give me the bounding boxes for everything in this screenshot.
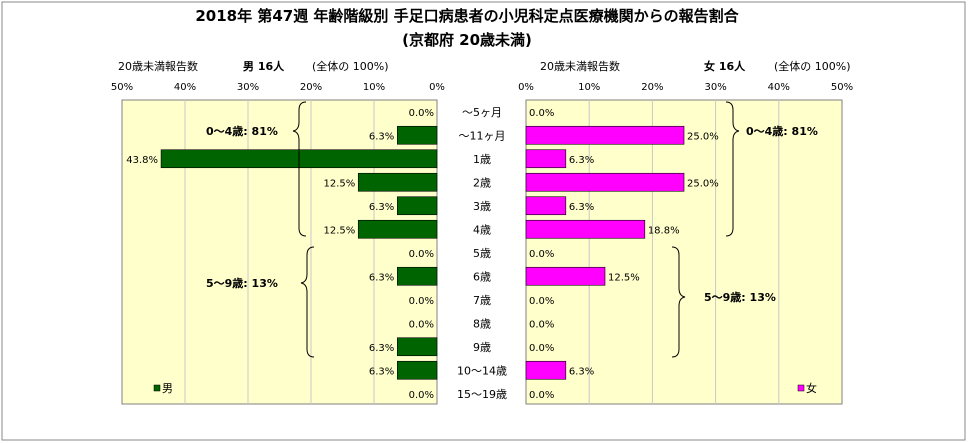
- male-value-label: 0.0%: [409, 108, 434, 119]
- male-value-label: 6.3%: [369, 202, 394, 213]
- male-value-label: 6.3%: [369, 366, 394, 377]
- female-value-label: 0.0%: [529, 319, 554, 330]
- male-value-label: 43.8%: [126, 155, 158, 166]
- female-bar: [525, 266, 606, 286]
- female-value-label: 0.0%: [529, 108, 554, 119]
- right-header-sex: 女 16人: [704, 59, 746, 73]
- male-value-label: 6.3%: [369, 343, 394, 354]
- right-x-tick-label: 30%: [704, 82, 726, 93]
- female-bar: [525, 172, 685, 192]
- legend-swatch-female: [797, 384, 805, 392]
- left-x-tick-label: 30%: [237, 82, 259, 93]
- female-bar: [525, 149, 567, 169]
- tick-layer: 50% 40% 30% 20% 10% 0% 0% 10% 20% 30% 40% 50%: [111, 82, 853, 93]
- value-label-layer: 0.0% 0.0% 6.3% 25.0% 43.8% 6.3% 12.5% 25.0% 6.3%…: [126, 108, 719, 401]
- female-bar: [525, 125, 685, 145]
- female-value-label: 6.3%: [569, 366, 594, 377]
- male-bar: [397, 196, 438, 216]
- female-value-label: 12.5%: [608, 272, 640, 283]
- left-group-label-5-9: 5～9歳: 13%: [206, 276, 278, 290]
- left-bracket-5-9: [300, 246, 315, 358]
- category-label: 4歳: [473, 223, 491, 236]
- left-header-sex: 男 16人: [243, 59, 285, 73]
- male-value-label: 0.0%: [409, 319, 434, 330]
- male-value-label: 0.0%: [409, 390, 434, 401]
- male-bar: [397, 360, 438, 380]
- category-label: 1歳: [473, 153, 491, 166]
- female-value-label: 0.0%: [529, 249, 554, 260]
- male-bar: [397, 266, 438, 286]
- legend-label-female: 女: [806, 381, 817, 395]
- male-bar: [397, 337, 438, 357]
- female-value-label: 0.0%: [529, 390, 554, 401]
- right-x-tick-label: 50%: [831, 82, 853, 93]
- left-x-tick-label: 20%: [300, 82, 322, 93]
- male-value-label: 6.3%: [369, 131, 394, 142]
- right-group-label-0-4: 0～4歳: 81%: [746, 124, 818, 138]
- male-bar: [357, 219, 438, 239]
- male-bar: [397, 125, 438, 145]
- left-plot-area: [121, 99, 438, 405]
- male-bar: [357, 172, 438, 192]
- right-group-label-5-9: 5～9歳: 13%: [704, 290, 776, 304]
- category-label: 5歳: [473, 247, 491, 260]
- male-value-label: 12.5%: [323, 225, 355, 236]
- female-value-label: 25.0%: [687, 131, 719, 142]
- category-label: 8歳: [473, 317, 491, 330]
- bar-layer: [160, 125, 685, 380]
- right-plot-area: [525, 99, 843, 405]
- category-label: 3歳: [473, 200, 491, 213]
- category-label: 6歳: [473, 270, 491, 283]
- female-bar: [525, 360, 567, 380]
- female-value-label: 18.8%: [648, 225, 680, 236]
- category-label: 9歳: [473, 341, 491, 354]
- category-label: 10～14歳: [457, 364, 507, 377]
- left-x-tick-label: 50%: [111, 82, 133, 93]
- category-label: ～11ヶ月: [459, 129, 506, 142]
- right-x-tick-label: 0%: [518, 82, 534, 93]
- right-x-tick-label: 10%: [578, 82, 600, 93]
- category-label: ～5ヶ月: [462, 106, 502, 119]
- female-bar: [525, 196, 567, 216]
- female-value-label: 6.3%: [569, 155, 594, 166]
- right-header-total: (全体の 100%): [774, 59, 851, 73]
- right-x-tick-label: 20%: [641, 82, 663, 93]
- male-value-label: 6.3%: [369, 272, 394, 283]
- category-layer: ～5ヶ月 ～11ヶ月 1歳 2歳 3歳 4歳 5歳 6歳 7歳 8歳 9歳 10～14歳 15～19歳: [457, 106, 507, 401]
- left-x-tick-label: 0%: [429, 82, 445, 93]
- right-bracket-5-9: [671, 246, 686, 358]
- female-value-label: 0.0%: [529, 343, 554, 354]
- category-label: 15～19歳: [457, 388, 507, 401]
- left-bracket-0-4: [292, 101, 307, 237]
- female-bar: [525, 219, 646, 239]
- female-value-label: 0.0%: [529, 296, 554, 307]
- left-header-total: (全体の 100%): [312, 59, 389, 73]
- chart-subtitle: (京都府 20歳未満): [402, 31, 532, 49]
- left-header-prefix: 20歳未満報告数: [118, 60, 198, 73]
- legend-label-male: 男: [162, 382, 173, 395]
- left-x-tick-label: 40%: [174, 82, 196, 93]
- right-x-tick-label: 40%: [768, 82, 790, 93]
- left-x-tick-label: 10%: [363, 82, 385, 93]
- male-value-label: 0.0%: [409, 249, 434, 260]
- male-value-label: 0.0%: [409, 296, 434, 307]
- chart-title: 2018年 第47週 年齢階級別 手足口病患者の小児科定点医療機関からの報告割合: [195, 7, 739, 25]
- right-bracket-0-4: [725, 101, 740, 237]
- male-value-label: 12.5%: [323, 178, 355, 189]
- left-group-label-0-4: 0～4歳: 81%: [206, 124, 278, 138]
- category-label: 7歳: [473, 294, 491, 307]
- female-value-label: 25.0%: [687, 178, 719, 189]
- female-value-label: 6.3%: [569, 202, 594, 213]
- category-label: 2歳: [473, 176, 491, 189]
- legend-swatch-male: [153, 384, 161, 392]
- right-header-prefix: 20歳未満報告数: [540, 60, 620, 73]
